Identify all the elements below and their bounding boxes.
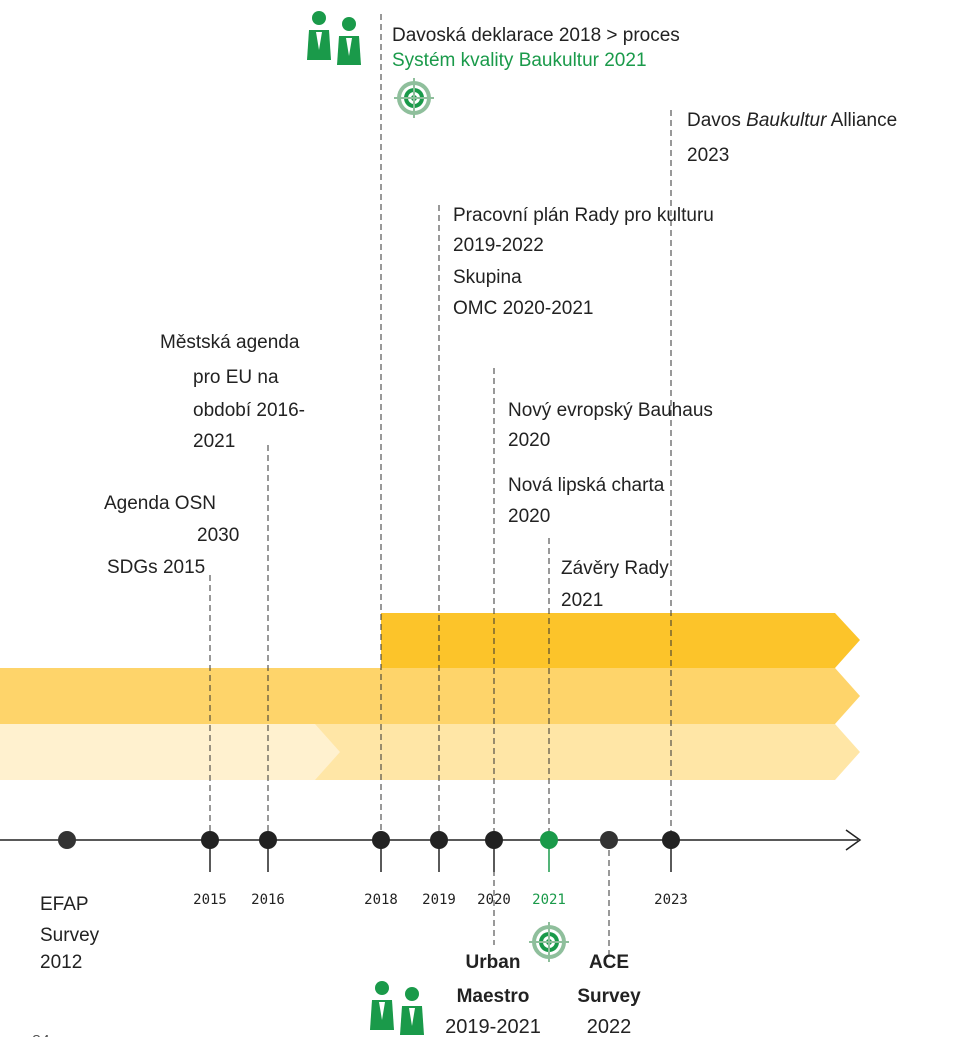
label: Survey	[40, 925, 100, 946]
year-label: 2015	[193, 892, 227, 908]
year-label: 2018	[364, 892, 398, 908]
label: 2020	[508, 506, 550, 527]
year-label: 2020	[477, 892, 511, 908]
label: 2012	[40, 952, 82, 973]
label: Závěry Rady	[561, 558, 669, 579]
label: Skupina	[453, 267, 522, 288]
label: ACE	[589, 952, 629, 973]
label: Urban	[466, 952, 521, 973]
guides	[209, 14, 672, 960]
target-icon	[528, 921, 570, 963]
label: Pracovní plán Rady pro kulturu	[453, 205, 714, 226]
page-number: 84	[32, 1033, 50, 1037]
label: Davos Baukultur Alliance	[687, 110, 897, 131]
label: 2022	[587, 1016, 632, 1037]
label: pro EU na	[193, 367, 279, 388]
year-label: 2023	[654, 892, 688, 908]
year-label: 2016	[251, 892, 285, 908]
label: 2020	[508, 430, 550, 451]
label: Systém kvality Baukultur 2021	[392, 50, 647, 71]
label: Survey	[577, 986, 641, 1007]
label: období 2016-	[193, 400, 305, 421]
label: Nový evropský Bauhaus	[508, 400, 713, 421]
people-icon	[307, 11, 361, 65]
label: EFAP	[40, 894, 89, 915]
year-label: 2019	[422, 892, 456, 908]
label: 2021	[561, 590, 603, 611]
label: Davoská deklarace 2018 > proces	[392, 25, 680, 46]
people-icon	[370, 981, 424, 1035]
label: SDGs 2015	[107, 557, 205, 578]
bands	[0, 613, 860, 780]
label: 2023	[687, 145, 729, 166]
label: 2021	[193, 431, 235, 452]
label: Nová lipská charta	[508, 475, 665, 496]
label: 2030	[197, 525, 239, 546]
target-icon	[393, 77, 435, 119]
label: OMC 2020-2021	[453, 298, 593, 319]
label: 2019-2021	[445, 1016, 541, 1037]
label: Městská agenda	[160, 332, 300, 353]
axis	[0, 829, 862, 872]
label: Agenda OSN	[104, 493, 216, 514]
label: Maestro	[457, 986, 530, 1007]
year-labels: 2015 2016 2018 2019 2020 2021 2023	[193, 892, 688, 908]
label: 2019-2022	[453, 235, 544, 256]
year-label: 2021	[532, 892, 566, 908]
